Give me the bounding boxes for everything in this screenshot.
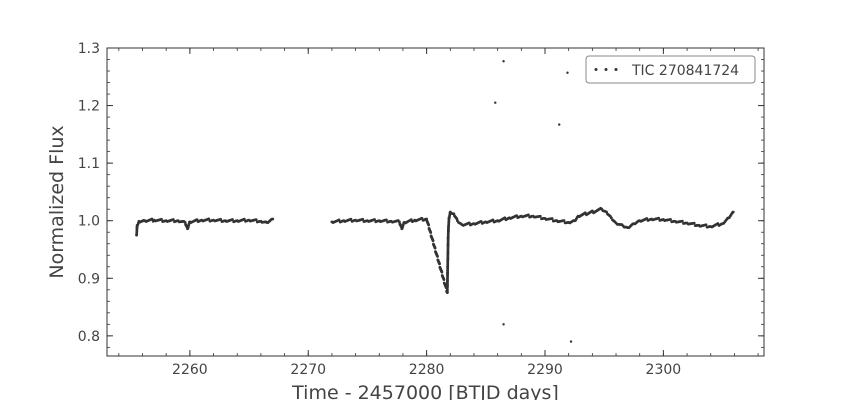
- legend-box: [585, 55, 756, 84]
- legend-entry: TIC 270841724: [631, 63, 739, 79]
- data-point: [562, 219, 566, 222]
- data-point: [420, 216, 424, 220]
- y-tick-label: 0.9: [78, 271, 100, 287]
- data-points: [135, 60, 735, 343]
- data-point-outlier: [502, 60, 505, 63]
- data-point: [337, 218, 341, 222]
- data-point-outlier: [494, 101, 497, 104]
- data-point: [692, 221, 696, 225]
- data-point-outlier: [569, 340, 573, 343]
- plot-frame: [106, 47, 765, 357]
- y-tick-label: 1.3: [78, 41, 100, 57]
- data-point: [731, 210, 735, 214]
- x-axis-label: Time - 2457000 [BTJD days]: [291, 382, 559, 400]
- legend-marker-dot: [594, 68, 598, 71]
- data-point: [467, 221, 471, 225]
- data-point: [704, 223, 708, 227]
- y-tick-label: 1.2: [78, 99, 100, 115]
- data-point: [433, 246, 437, 250]
- data-point: [527, 213, 530, 217]
- data-point: [427, 223, 431, 227]
- data-point-outlier: [558, 123, 561, 126]
- data-point: [515, 214, 518, 217]
- data-point: [609, 216, 613, 220]
- data-point: [373, 218, 376, 221]
- data-point-outlier: [566, 71, 569, 74]
- data-point: [150, 217, 154, 221]
- data-point: [135, 226, 139, 229]
- legend-marker-dot: [614, 68, 618, 71]
- data-point: [231, 218, 234, 221]
- data-point: [384, 218, 388, 222]
- data-point: [645, 217, 649, 220]
- data-point: [680, 219, 684, 223]
- data-point: [440, 270, 444, 274]
- data-point: [479, 219, 483, 223]
- data-point: [207, 217, 211, 221]
- legend-marker: [594, 68, 618, 71]
- data-point: [171, 218, 175, 221]
- legend: TIC 270841724: [585, 55, 756, 84]
- x-tick-label: 2280: [409, 362, 445, 378]
- data-point: [491, 218, 495, 222]
- data-point: [538, 214, 542, 218]
- data-point: [242, 217, 246, 221]
- y-axis-label: Normalized Flux: [46, 125, 68, 278]
- data-point: [429, 231, 433, 234]
- data-point: [219, 217, 223, 221]
- y-tick-label: 1.1: [78, 156, 100, 172]
- data-point: [657, 216, 661, 220]
- data-point: [442, 278, 446, 281]
- data-point: [349, 217, 353, 221]
- data-point: [550, 217, 554, 220]
- data-point: [438, 262, 441, 266]
- data-point: [669, 217, 672, 221]
- data-point-outlier: [502, 323, 505, 326]
- data-point: [271, 217, 275, 221]
- x-tick-label: 2300: [646, 362, 682, 378]
- x-tick-label: 2290: [527, 362, 563, 378]
- data-point: [195, 218, 199, 222]
- data-point: [160, 217, 163, 221]
- axes: 0.8 0.9 1.0 1.1 1.2 1.3 2260 2270 2280 2290 2300: [78, 41, 765, 378]
- x-tick-label: 2270: [290, 362, 326, 378]
- x-tick-label: 2260: [172, 362, 208, 378]
- data-point: [436, 255, 439, 258]
- data-point: [254, 218, 258, 222]
- data-point: [361, 217, 365, 221]
- data-point: [431, 239, 435, 243]
- y-tick-label: 1.0: [78, 214, 100, 230]
- legend-marker-dot: [604, 68, 608, 71]
- y-tick-label: 0.8: [78, 329, 100, 345]
